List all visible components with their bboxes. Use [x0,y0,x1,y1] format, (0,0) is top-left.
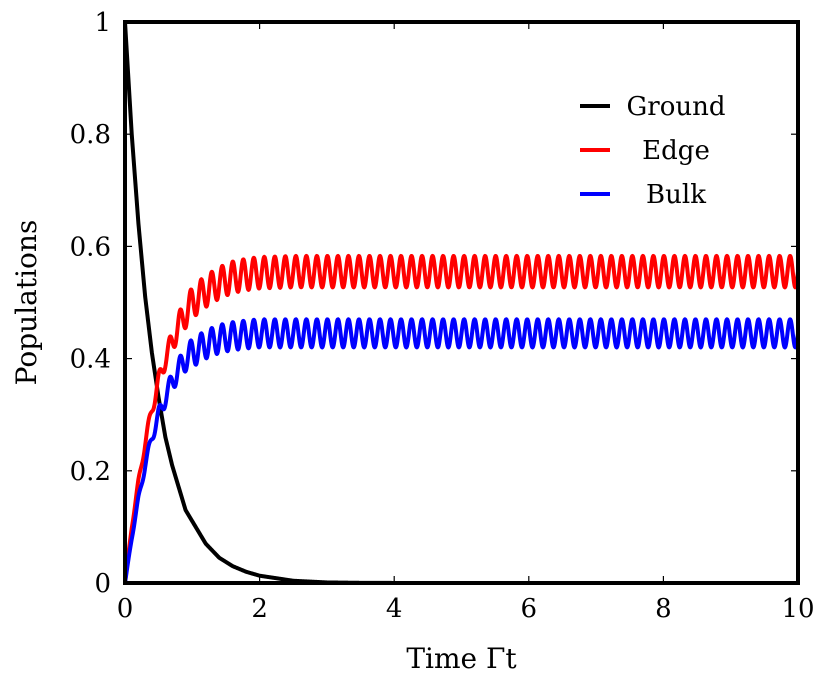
legend-label-bulk: Bulk [646,180,706,210]
x-tick-label: 0 [117,594,134,624]
x-tick-label: 6 [521,594,538,624]
x-tick-label: 10 [781,594,814,624]
y-axis-label: Populations [10,220,43,386]
x-tick-label: 8 [655,594,672,624]
series-line-edge [123,253,800,584]
x-tick-label: 2 [251,594,268,624]
y-tick-label: 1 [94,8,111,38]
legend-label-edge: Edge [642,136,710,166]
x-axis-label: Time Γt [406,642,517,675]
series-line-bulk [123,317,800,584]
axis-ticks: 0 2 4 6 8 10 0 0.2 0.4 0.6 0.8 1 [70,8,815,624]
plot-frame [123,20,800,585]
y-tick-label: 0.6 [70,232,111,262]
y-tick-label: 0 [94,569,111,599]
legend-label-ground: Ground [627,92,726,122]
legend: Ground Edge Bulk [580,92,726,210]
y-tick-label: 0.4 [70,345,111,375]
y-tick-label: 0.8 [70,120,111,150]
y-tick-label: 0.2 [70,457,111,487]
x-tick-label: 4 [386,594,403,624]
